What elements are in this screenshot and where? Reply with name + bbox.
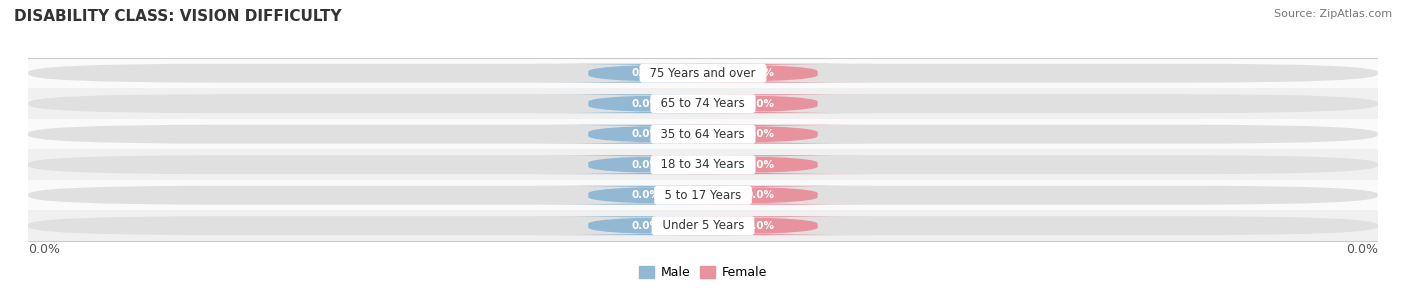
FancyBboxPatch shape [650, 155, 872, 174]
Text: 18 to 34 Years: 18 to 34 Years [654, 158, 752, 171]
Text: 0.0%: 0.0% [28, 243, 60, 257]
FancyBboxPatch shape [534, 94, 756, 113]
Text: 0.0%: 0.0% [745, 190, 775, 200]
Bar [28, 88, 1378, 119]
Text: 35 to 64 Years: 35 to 64 Years [654, 128, 752, 141]
Text: 0.0%: 0.0% [745, 68, 775, 78]
Bar [28, 180, 1378, 210]
Bar [28, 149, 1378, 180]
FancyBboxPatch shape [534, 125, 756, 144]
Text: 0.0%: 0.0% [1346, 243, 1378, 257]
Text: 0.0%: 0.0% [631, 68, 661, 78]
Text: 0.0%: 0.0% [631, 221, 661, 231]
Text: 0.0%: 0.0% [745, 99, 775, 109]
Text: 65 to 74 Years: 65 to 74 Years [654, 97, 752, 110]
FancyBboxPatch shape [28, 155, 1378, 174]
Text: 0.0%: 0.0% [631, 99, 661, 109]
FancyBboxPatch shape [534, 216, 756, 235]
FancyBboxPatch shape [650, 216, 872, 235]
Text: 0.0%: 0.0% [631, 160, 661, 170]
FancyBboxPatch shape [534, 64, 756, 83]
FancyBboxPatch shape [650, 64, 872, 83]
FancyBboxPatch shape [534, 186, 756, 205]
FancyBboxPatch shape [534, 155, 756, 174]
Text: 0.0%: 0.0% [745, 129, 775, 139]
FancyBboxPatch shape [28, 64, 1378, 83]
FancyBboxPatch shape [28, 186, 1378, 205]
FancyBboxPatch shape [650, 186, 872, 205]
Text: Under 5 Years: Under 5 Years [655, 219, 751, 232]
Text: Source: ZipAtlas.com: Source: ZipAtlas.com [1274, 9, 1392, 19]
Bar [28, 119, 1378, 149]
Text: 5 to 17 Years: 5 to 17 Years [657, 189, 749, 202]
Bar [28, 210, 1378, 241]
Text: 0.0%: 0.0% [631, 129, 661, 139]
FancyBboxPatch shape [28, 216, 1378, 235]
FancyBboxPatch shape [28, 94, 1378, 113]
Text: 0.0%: 0.0% [745, 160, 775, 170]
FancyBboxPatch shape [28, 125, 1378, 144]
Text: 75 Years and over: 75 Years and over [643, 67, 763, 80]
Text: 0.0%: 0.0% [745, 221, 775, 231]
FancyBboxPatch shape [650, 125, 872, 144]
Text: DISABILITY CLASS: VISION DIFFICULTY: DISABILITY CLASS: VISION DIFFICULTY [14, 9, 342, 24]
Legend: Male, Female: Male, Female [640, 266, 766, 279]
Text: 0.0%: 0.0% [631, 190, 661, 200]
FancyBboxPatch shape [650, 94, 872, 113]
Bar [28, 58, 1378, 88]
